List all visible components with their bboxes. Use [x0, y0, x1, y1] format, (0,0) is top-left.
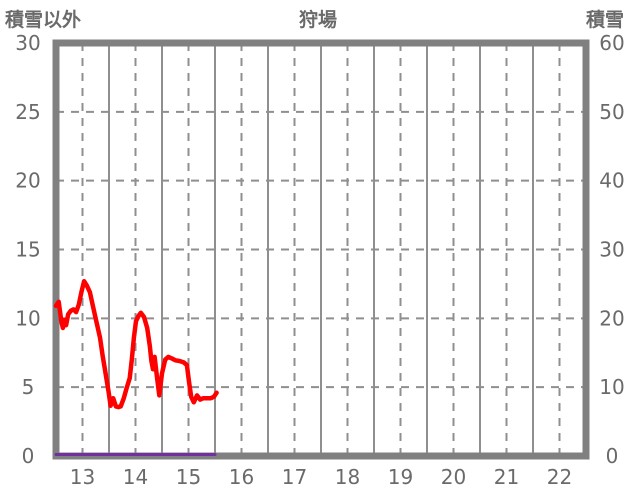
y-left-tick-label: 10 — [15, 306, 40, 330]
y-right-tick-label: 20 — [599, 306, 624, 330]
y-left-tick-label: 15 — [15, 238, 40, 262]
right-axis-tick-labels: 0 10 20 30 40 50 60 — [599, 31, 624, 468]
y-right-tick-label: 30 — [599, 238, 624, 262]
y-right-tick-label: 60 — [599, 31, 624, 55]
left-axis-title: 積雪以外 — [5, 9, 82, 31]
x-tick-label: 21 — [494, 465, 519, 489]
right-axis-title: 積雪 — [585, 9, 624, 31]
x-tick-label: 13 — [70, 465, 95, 489]
chart-title: 狩場 — [298, 9, 337, 31]
x-tick-label: 14 — [123, 465, 148, 489]
y-left-tick-label: 25 — [15, 100, 40, 124]
y-left-tick-label: 20 — [15, 169, 40, 193]
vertical-solid-gridlines — [108, 43, 534, 456]
horizontal-gridlines — [56, 110, 586, 389]
x-tick-label: 17 — [282, 465, 307, 489]
chart-frame — [52, 39, 590, 460]
y-left-tick-label: 30 — [15, 31, 40, 55]
x-axis-tick-labels: 13 14 15 16 17 18 19 20 21 22 — [70, 465, 572, 489]
y-left-tick-label: 0 — [22, 444, 35, 468]
x-tick-label: 20 — [441, 465, 466, 489]
y-right-tick-label: 10 — [599, 375, 624, 399]
y-right-tick-label: 40 — [599, 169, 624, 193]
y-right-tick-label: 0 — [606, 444, 619, 468]
y-left-tick-label: 5 — [22, 375, 35, 399]
x-tick-label: 16 — [229, 465, 254, 489]
x-tick-label: 18 — [335, 465, 360, 489]
x-tick-label: 15 — [176, 465, 201, 489]
x-tick-label: 22 — [547, 465, 572, 489]
left-axis-tick-labels: 0 5 10 15 20 25 30 — [15, 31, 40, 468]
series-non-snow — [53, 278, 219, 410]
y-right-tick-label: 50 — [599, 100, 624, 124]
x-tick-label: 19 — [388, 465, 413, 489]
